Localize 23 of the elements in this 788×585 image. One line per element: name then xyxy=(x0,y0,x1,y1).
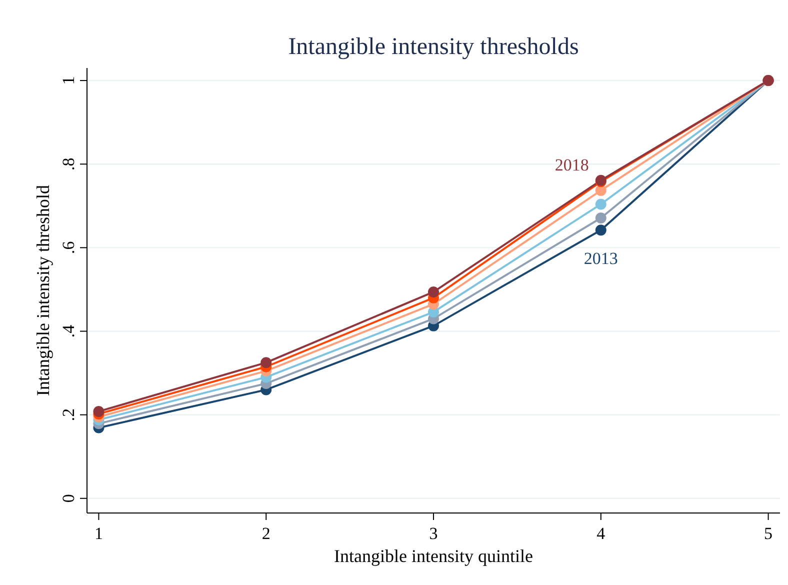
point xyxy=(595,224,606,236)
y-tick-label: .2 xyxy=(59,408,78,422)
point xyxy=(93,406,104,417)
y-axis-title: Intangible intensity threshold xyxy=(33,185,53,396)
point xyxy=(595,184,606,196)
y-tick-label: .8 xyxy=(59,158,78,170)
x-tick-label: 2 xyxy=(262,524,270,543)
x-axis-title: Intangible intensity quintile xyxy=(334,546,533,566)
x-tick-label: 4 xyxy=(596,524,606,543)
y-tick-label: 0 xyxy=(59,494,78,503)
y-tick-label: .6 xyxy=(59,241,78,254)
point xyxy=(595,198,606,210)
point xyxy=(428,286,439,298)
y-tick-label: .4 xyxy=(59,324,78,338)
point xyxy=(595,212,606,224)
x-tick-label: 1 xyxy=(94,524,103,543)
chart-title: Intangible intensity thresholds xyxy=(288,34,579,60)
series-label: 2013 xyxy=(584,249,618,268)
x-tick-label: 5 xyxy=(764,524,773,543)
x-tick-label: 3 xyxy=(429,524,438,543)
point xyxy=(260,357,272,368)
series-label: 2018 xyxy=(554,155,589,174)
y-tick-label: 1 xyxy=(59,76,78,85)
